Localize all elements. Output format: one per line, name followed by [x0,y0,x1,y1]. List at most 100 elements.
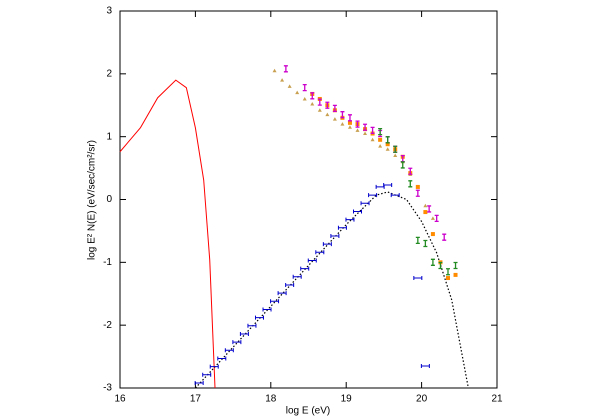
y-tick-label: 2 [106,68,112,79]
data-point [340,122,345,126]
data-point [434,214,439,222]
data-point [413,276,423,281]
data-point [347,120,352,125]
data-point [272,68,277,73]
x-tick-label: 19 [341,394,353,405]
data-point [270,299,280,304]
data-point [209,364,219,369]
data-point [453,261,458,270]
data-point [408,180,413,188]
data-point [347,114,352,122]
y-tick-label: -3 [103,383,112,394]
data-point [378,127,383,136]
data-point [353,209,363,214]
data-point [300,266,310,271]
data-point [423,203,428,208]
y-tick-label: 0 [106,194,112,205]
data-point [393,145,398,153]
data-point [385,136,390,144]
data-point [385,147,390,151]
data-point [370,126,375,135]
data-point [368,193,378,198]
data-point [302,96,307,101]
data-point [345,217,355,222]
data-point [430,232,435,237]
data-point [292,274,302,279]
data-point [194,380,204,385]
data-point [378,137,383,142]
data-point [430,216,435,220]
model-curve [194,191,469,389]
data-point [307,258,317,263]
curve [119,79,216,389]
data-point [287,84,292,88]
data-point [302,84,307,92]
y-axis-label: log E² N(E) (eV/sec/cm²/sr) [87,140,98,260]
data-point [415,184,420,189]
data-point [310,92,315,100]
plot-frame [119,10,498,389]
data-point [427,205,432,213]
data-point [375,184,385,189]
data-point [202,372,212,377]
data-point [363,131,368,136]
data-point [262,307,272,312]
data-point [322,242,332,247]
data-point [420,364,430,369]
data-point [340,111,345,119]
data-point [445,268,450,276]
data-point [239,331,249,336]
data-point [453,272,458,277]
data-point [217,356,227,361]
data-point [415,189,420,197]
data-point [285,282,295,287]
data-point [442,233,447,241]
x-tick-label: 18 [265,394,277,405]
data-point [332,117,337,121]
data-point [445,276,450,281]
data-point [438,261,443,270]
x-axis-label: log E (eV) [286,406,330,417]
data-point [385,142,390,147]
data-point [355,120,360,128]
data-point [277,291,287,296]
data-point [283,65,288,73]
data-point [254,315,264,320]
data-point [330,233,340,238]
data-point [390,193,400,198]
data-point [232,340,242,345]
data-point [347,125,352,129]
data-point [247,323,257,328]
data-point [423,210,428,215]
data-point [415,236,420,244]
data-point [315,250,325,255]
data-point [337,225,347,230]
data-point [370,137,375,142]
data-point [430,258,435,266]
data-point [355,128,360,132]
data-point [280,78,285,82]
data-point [400,161,405,169]
data-point [378,144,383,148]
data-point [224,348,234,353]
data-point [393,153,398,158]
data-point [408,167,413,175]
y-tick-label: 1 [106,131,112,142]
data-point [325,101,330,109]
data-point [360,201,370,206]
x-tick-label: 20 [416,394,428,405]
y-tick-label: -2 [103,320,112,331]
data-point [310,101,315,106]
data-point [363,123,368,131]
data-point [332,104,337,113]
data-point [295,90,300,95]
data-point [423,239,428,248]
y-tick-label: -1 [103,257,112,268]
y-tick-label: 3 [106,6,112,17]
x-tick-label: 21 [491,394,503,405]
x-tick-label: 17 [190,394,202,405]
x-tick-label: 16 [114,394,126,405]
data-point [317,108,322,112]
